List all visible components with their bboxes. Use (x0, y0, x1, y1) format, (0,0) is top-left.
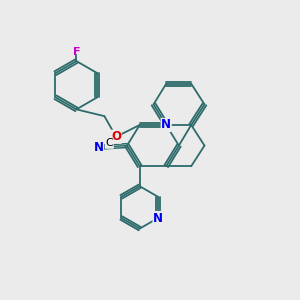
Text: O: O (111, 130, 121, 143)
Text: F: F (73, 47, 80, 57)
Text: N: N (94, 141, 103, 154)
Text: N: N (161, 118, 171, 131)
Text: N: N (153, 212, 163, 224)
Text: C: C (106, 138, 113, 148)
